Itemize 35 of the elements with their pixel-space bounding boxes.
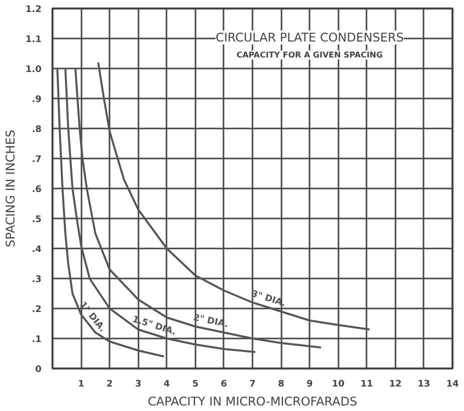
x-tick-label: 10 <box>332 380 344 390</box>
x-tick-label: 4 <box>164 380 170 390</box>
text: 1.5" DIA. <box>130 314 178 338</box>
y-tick-label: .5 <box>32 215 42 225</box>
x-tick-label: 8 <box>278 380 284 390</box>
y-tick-label: .6 <box>32 185 42 195</box>
y-tick-label: .7 <box>32 155 42 165</box>
text: CAPACITY FOR A GIVEN SPACING <box>236 50 383 60</box>
y-tick-label: 0 <box>35 365 42 375</box>
x-tick-label: 14 <box>446 380 459 390</box>
y-tick-label: .9 <box>32 95 42 105</box>
x-tick-label: 13 <box>418 380 430 390</box>
y-tick-label: .2 <box>32 305 42 315</box>
text: CIRCULAR PLATE CONDENSERS <box>216 30 404 44</box>
y-tick-label: 1.2 <box>26 5 42 15</box>
x-tick-label: 2 <box>106 380 113 390</box>
x-tick-label: 1 <box>78 380 84 390</box>
text: 3" DIA. <box>250 289 287 310</box>
x-tick-label: 11 <box>360 380 374 390</box>
y-tick-label: 1.0 <box>26 65 42 75</box>
x-tick-label: 7 <box>249 380 256 390</box>
line-series <box>74 68 322 348</box>
y-tick-label: 1.1 <box>26 35 42 45</box>
y-tick-label: .4 <box>32 245 42 255</box>
x-tick-label: 6 <box>220 380 228 390</box>
x-axis-title: CAPACITY IN MICRO-MICROFARADS <box>148 394 358 408</box>
x-tick-label: 12 <box>389 380 402 390</box>
y-axis-title: SPACING IN INCHES <box>4 130 18 248</box>
x-tick-label: 3 <box>135 380 142 390</box>
x-tick-label: 9 <box>306 380 313 390</box>
y-tick-label: .8 <box>32 125 42 135</box>
x-tick-label: 5 <box>192 380 198 390</box>
y-tick-label: .1 <box>32 335 42 345</box>
y-tick-label: .3 <box>32 275 42 285</box>
text: 2" DIA. <box>192 313 230 330</box>
